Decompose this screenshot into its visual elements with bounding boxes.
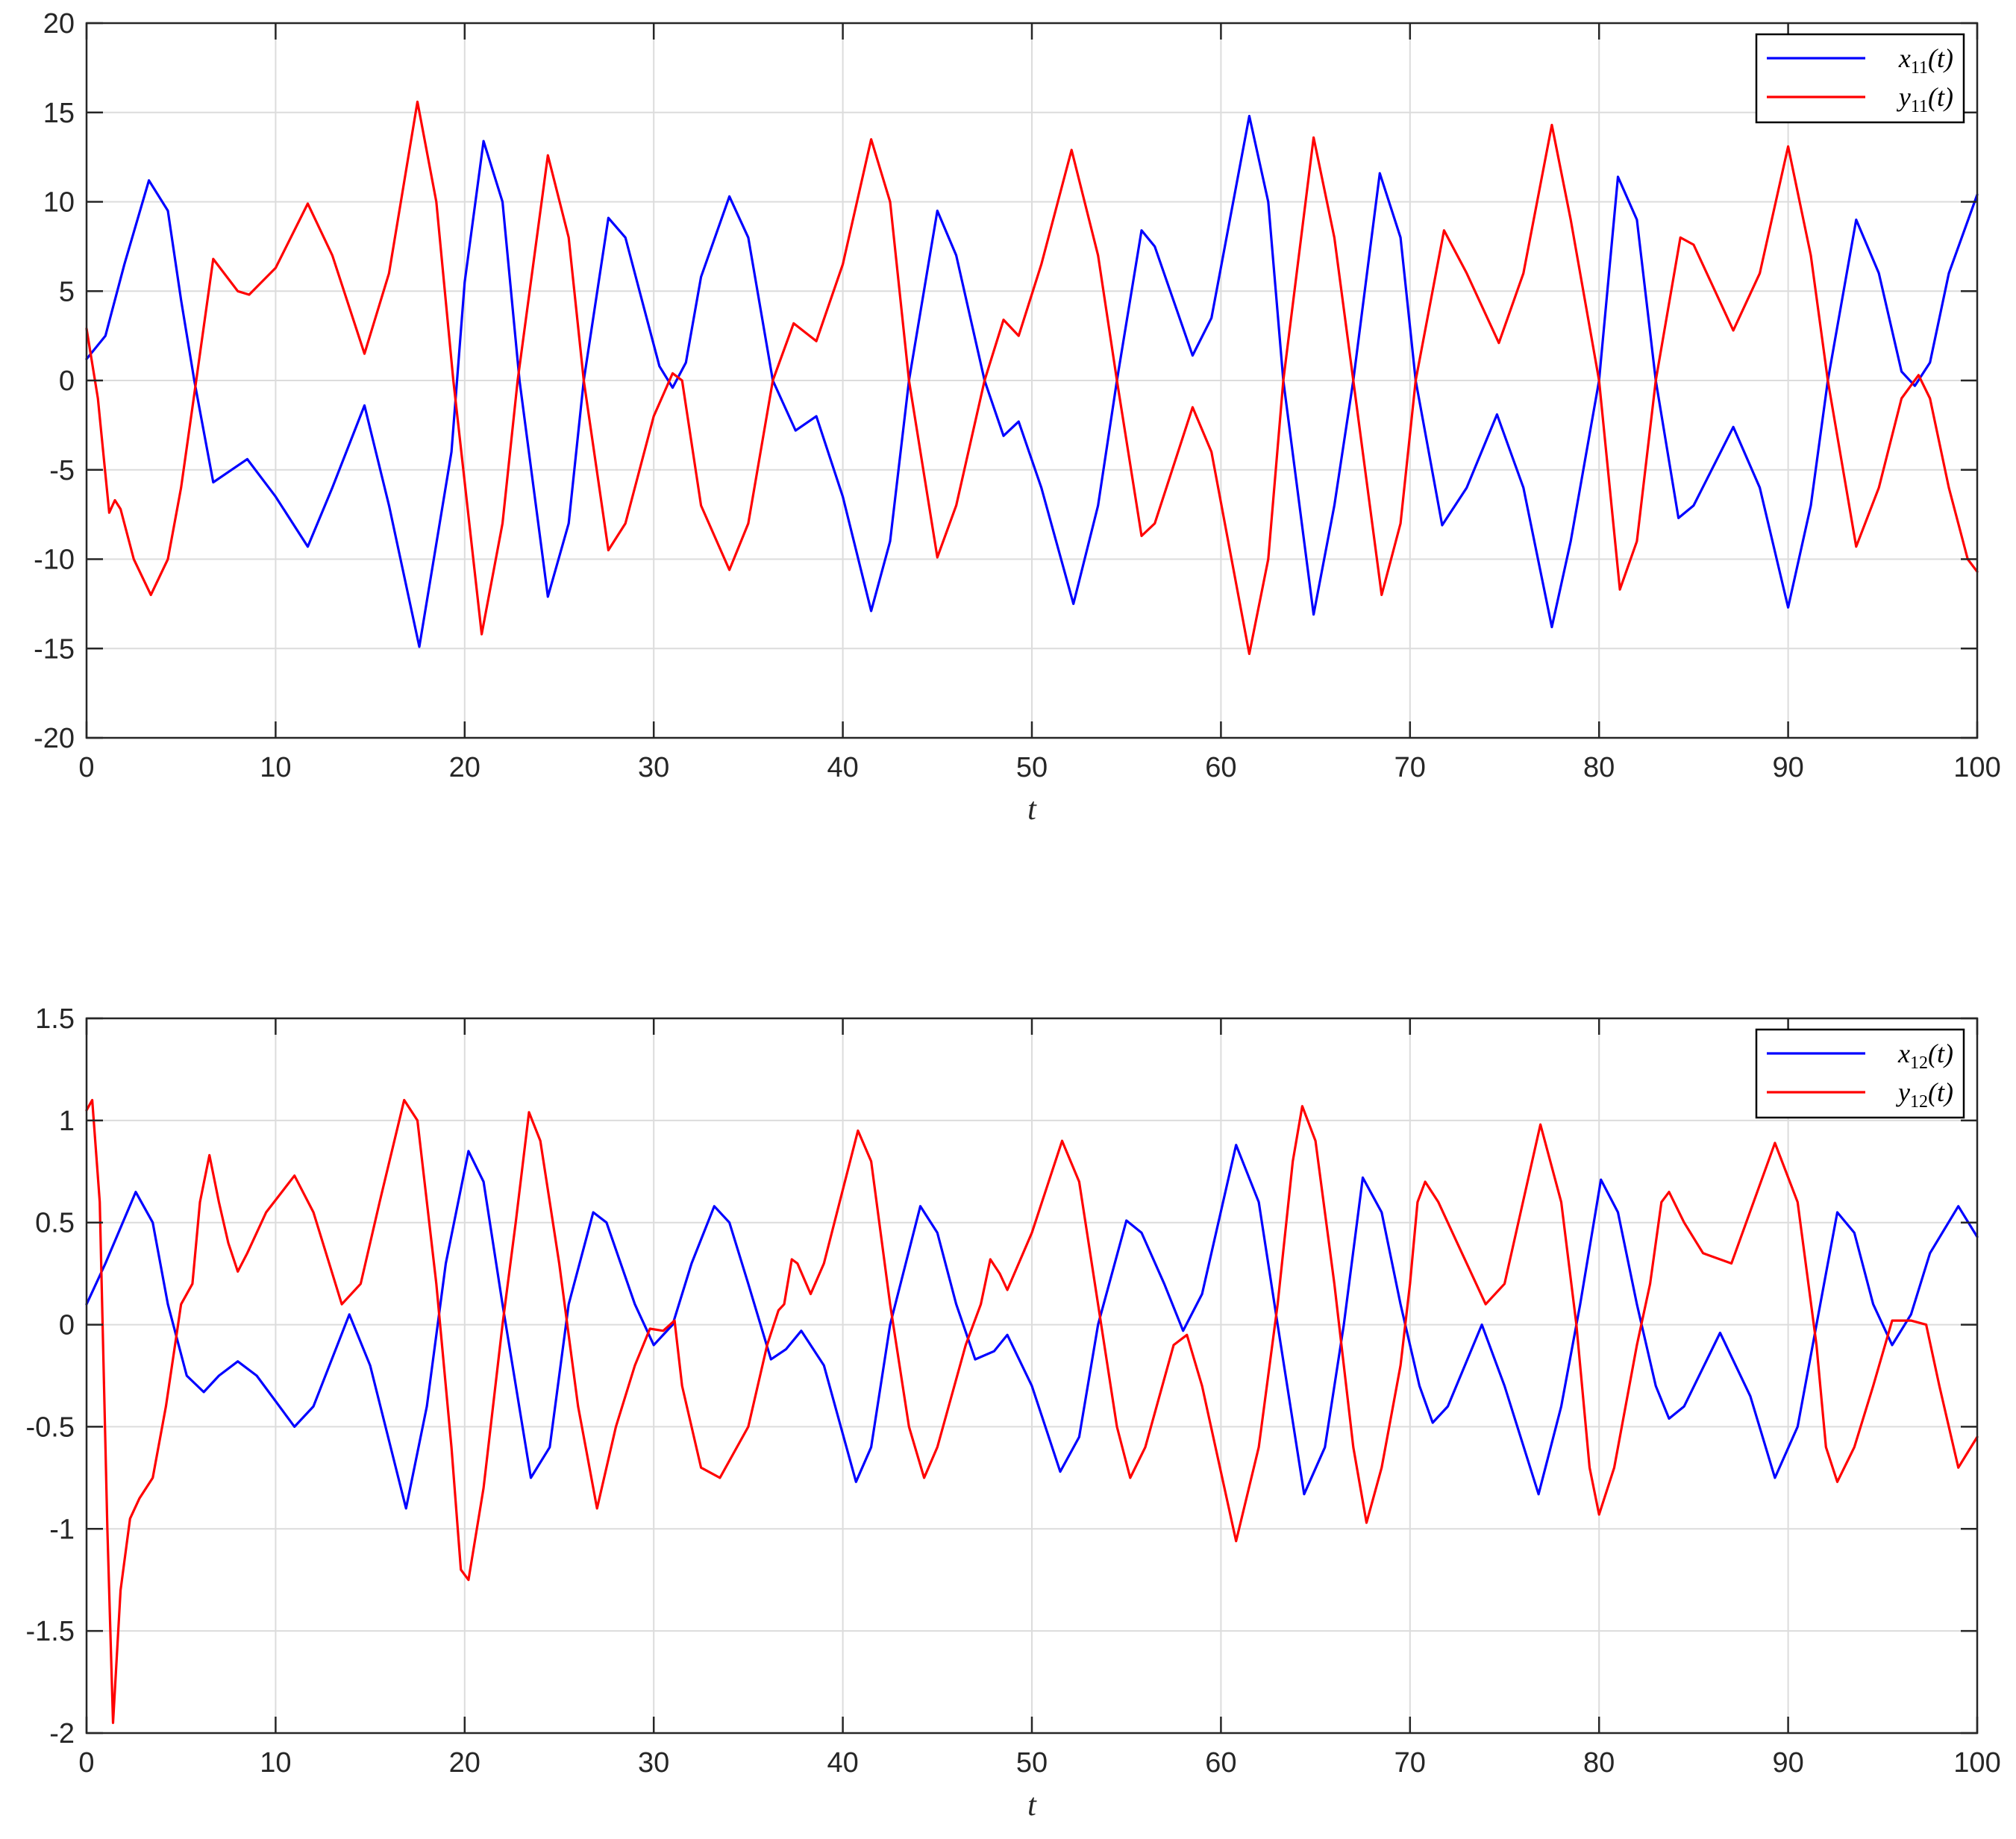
x-tick-label: 50 [1016, 1747, 1048, 1779]
legend-label-y12: y12(t) [1896, 1077, 1953, 1112]
x-tick-label: 30 [638, 752, 669, 783]
y-tick-label: 0 [59, 1310, 75, 1341]
y-tick-label: -15 [34, 633, 75, 665]
legend-label-y11: y11(t) [1897, 82, 1953, 116]
x-tick-label: 40 [827, 1747, 858, 1779]
legend-label-x12: x12(t) [1897, 1038, 1953, 1073]
series-line-y11 [85, 100, 1979, 655]
legend-box [1755, 33, 1965, 124]
bottom-chart: 0 10 20 30 40 50 60 70 80 90 100 -2 -1.5 -1 -0.5 0 0.5 1 1… [26, 1003, 2001, 1823]
x-tick-label: 20 [449, 1747, 480, 1779]
y-tick-label: 1 [59, 1106, 75, 1137]
x-tick-label: 90 [1772, 1747, 1803, 1779]
x-tick-label: 70 [1394, 1747, 1426, 1779]
y-tick-label: -2 [49, 1718, 75, 1749]
y-tick-label: 1.5 [35, 1003, 75, 1035]
x-tick-label: 10 [260, 752, 291, 783]
y-tick-label: 0.5 [35, 1208, 75, 1239]
y-tick-label: -1 [49, 1514, 75, 1545]
y-tick-label: 15 [43, 98, 75, 129]
y-tick-label: 5 [59, 276, 75, 307]
y-tick-label: -0.5 [26, 1412, 75, 1443]
x-tick-label: 0 [78, 1747, 94, 1779]
y-tick-label: -10 [34, 545, 75, 576]
y-tick-label: 0 [59, 366, 75, 397]
x-tick-label: 30 [638, 1747, 669, 1779]
x-axis-label: t [1027, 792, 1037, 827]
x-tick-label: 60 [1205, 752, 1236, 783]
x-tick-label: 10 [260, 1747, 291, 1779]
x-tick-label: 90 [1772, 752, 1803, 783]
x-tick-label: 80 [1583, 752, 1615, 783]
legend-label-x11: x11(t) [1898, 43, 1953, 78]
y-tick-label: -20 [34, 723, 75, 754]
x-axis-label: t [1027, 1788, 1037, 1823]
series-line-x12 [85, 1144, 1979, 1510]
x-tick-label: 80 [1583, 1747, 1615, 1779]
y-tick-label: 10 [43, 187, 75, 219]
series-line-y12 [85, 1098, 1979, 1724]
y-tick-label: -5 [49, 455, 75, 486]
x-tick-label: 60 [1205, 1747, 1236, 1779]
x-tick-label: 20 [449, 752, 480, 783]
y-tick-label: -1.5 [26, 1616, 75, 1647]
x-tick-label: 0 [78, 752, 94, 783]
x-tick-label: 50 [1016, 752, 1048, 783]
y-tick-label: 20 [43, 8, 75, 40]
top-chart: 0 10 20 30 40 50 60 70 80 90 100 -20 -15 -10 -5 0 5 10 15 2… [34, 8, 2001, 827]
x-tick-label: 100 [1953, 752, 2000, 783]
x-tick-label: 70 [1394, 752, 1426, 783]
x-tick-label: 100 [1953, 1747, 2000, 1779]
legend-box [1755, 1028, 1965, 1119]
x-tick-label: 40 [827, 752, 858, 783]
